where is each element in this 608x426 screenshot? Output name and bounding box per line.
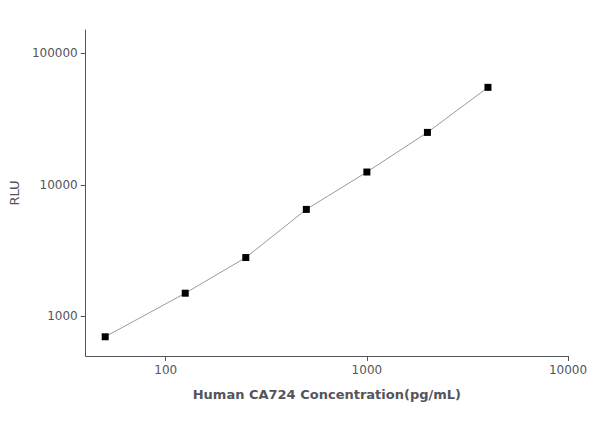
svg-text:RLU: RLU [7, 180, 22, 205]
svg-text:10000: 10000 [40, 178, 78, 192]
svg-text:Human CA724 Concentration(pg/m: Human CA724 Concentration(pg/mL) [193, 387, 461, 402]
svg-text:1000: 1000 [47, 309, 78, 323]
svg-text:100: 100 [154, 363, 177, 377]
svg-text:100000: 100000 [32, 46, 78, 60]
svg-text:1000: 1000 [352, 363, 383, 377]
svg-text:10000: 10000 [549, 363, 587, 377]
